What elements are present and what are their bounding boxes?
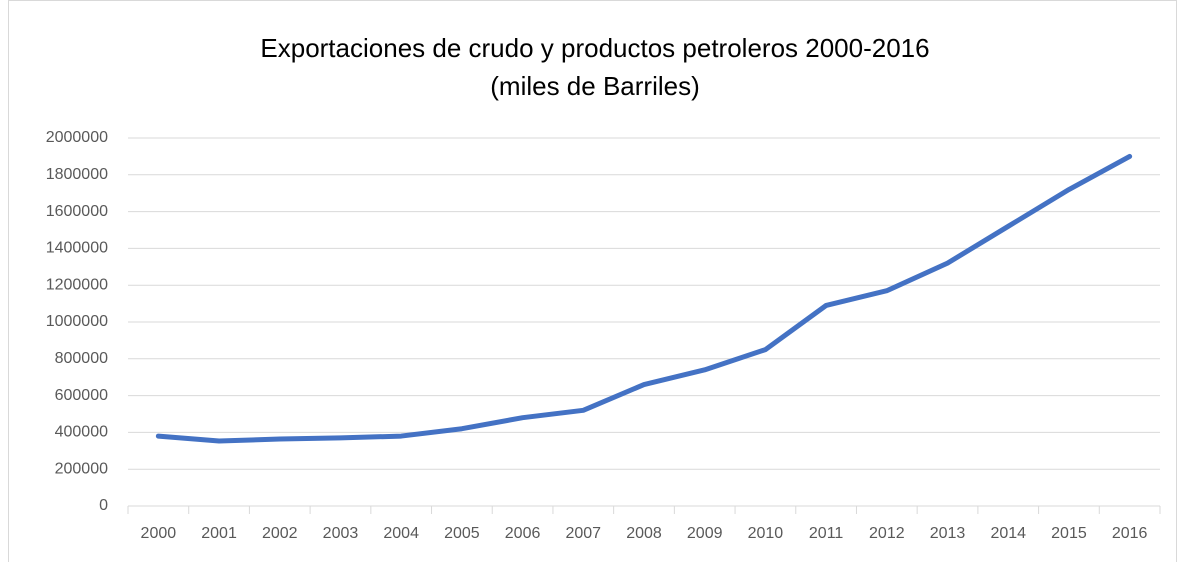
chart-frame [8, 0, 1177, 562]
x-tick-label: 2006 [505, 525, 541, 542]
y-tick-label: 1200000 [46, 276, 108, 293]
x-tick-label: 2012 [869, 525, 905, 542]
x-tick-label: 2002 [262, 525, 298, 542]
x-tick-label: 2001 [201, 525, 237, 542]
x-tick-label: 2014 [990, 525, 1026, 542]
y-tick-label: 1600000 [46, 203, 108, 220]
x-tick-label: 2010 [748, 525, 784, 542]
x-tick-label: 2005 [444, 525, 480, 542]
chart-title: Exportaciones de crudo y productos petro… [260, 33, 929, 63]
data-line [155, 153, 1133, 444]
y-tick-label: 1400000 [46, 240, 108, 257]
y-tick-label: 800000 [55, 350, 108, 367]
x-tick-label: 2015 [1051, 525, 1087, 542]
y-tick-label: 600000 [55, 387, 108, 404]
y-tick-label: 200000 [55, 460, 108, 477]
x-tick-label: 2008 [626, 525, 662, 542]
y-tick-label: 1800000 [46, 166, 108, 183]
chart-subtitle: (miles de Barriles) [490, 71, 700, 101]
y-tick-label: 0 [99, 497, 108, 514]
x-tick-label: 2013 [930, 525, 966, 542]
x-tick-label: 2011 [809, 525, 844, 542]
x-tick-label: 2003 [323, 525, 359, 542]
y-tick-label: 2000000 [46, 129, 108, 146]
y-tick-label: 400000 [55, 424, 108, 441]
x-tick-label: 2007 [565, 525, 601, 542]
x-tick-label: 2004 [383, 525, 419, 542]
y-tick-label: 1000000 [46, 313, 108, 330]
x-tick-label: 2016 [1112, 525, 1148, 542]
x-tick-label: 2000 [141, 525, 177, 542]
x-tick-label: 2009 [687, 525, 723, 542]
